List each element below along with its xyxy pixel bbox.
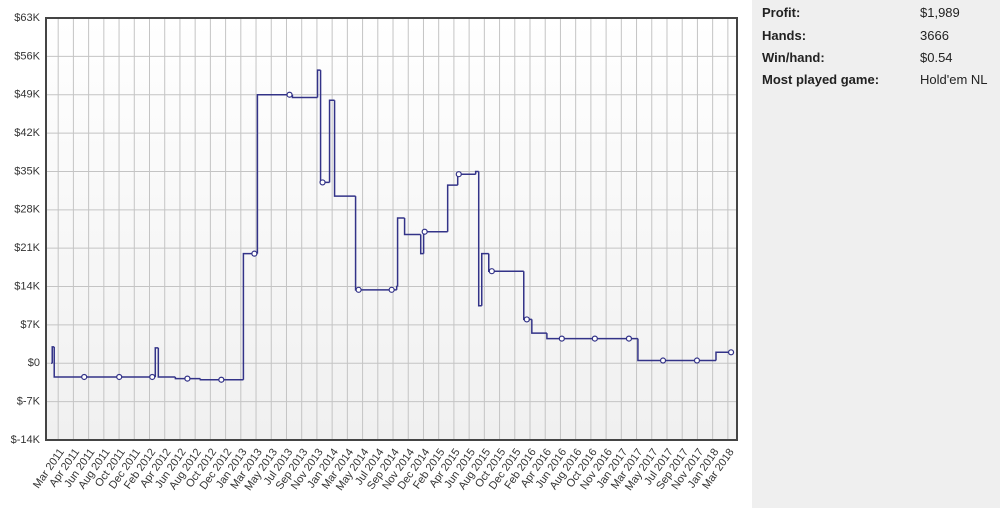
point-marker	[523, 316, 530, 323]
y-tick-label: $-7K	[17, 396, 41, 408]
step-segment	[396, 217, 405, 287]
y-tick-label: $49K	[14, 89, 40, 101]
stat-value: 3666	[920, 28, 949, 43]
step-segment	[477, 171, 482, 307]
point-marker	[727, 349, 735, 356]
point-marker	[455, 171, 462, 178]
point-marker	[558, 335, 565, 342]
stat-label: Hands:	[762, 28, 807, 43]
point-marker	[218, 376, 225, 383]
point-marker	[488, 268, 495, 275]
step-segment	[199, 378, 244, 381]
step-segment	[154, 347, 159, 377]
stat-label: Profit:	[762, 5, 801, 20]
point-marker	[693, 357, 701, 364]
point-marker	[355, 286, 362, 293]
step-segment	[481, 252, 489, 306]
point-marker	[251, 250, 258, 257]
step-segment	[403, 218, 421, 236]
stat-value: Hold'em NL	[920, 72, 988, 87]
point-marker	[81, 373, 88, 381]
y-tick-label: $56K	[14, 50, 40, 62]
step-segment	[316, 69, 321, 98]
point-marker	[591, 335, 598, 342]
y-tick-label: $42K	[14, 127, 40, 139]
stat-label: Win/hand:	[762, 50, 825, 65]
step-segment	[328, 99, 335, 183]
point-marker	[149, 373, 156, 381]
plot-border	[45, 17, 738, 441]
step-segment	[474, 170, 479, 175]
point-marker	[116, 373, 123, 381]
plot-area	[46, 18, 737, 440]
point-marker	[319, 179, 326, 186]
stat-value: $1,989	[920, 5, 960, 20]
y-tick-label: $35K	[14, 165, 40, 177]
y-tick-label: $63K	[14, 12, 40, 24]
point-marker	[625, 335, 633, 342]
stat-row: Profit: $1,989	[762, 5, 992, 25]
step-segment	[51, 346, 55, 364]
step-segment	[333, 100, 356, 197]
y-tick-label: $21K	[14, 242, 40, 254]
point-marker	[286, 91, 293, 98]
step-segment	[531, 319, 547, 334]
step-segment	[256, 93, 293, 254]
step-segment	[637, 338, 716, 362]
stat-row: Most played game: Hold'em NL	[762, 72, 992, 92]
y-tick-label: $14K	[14, 280, 40, 292]
step-segment	[546, 333, 638, 340]
step-segment	[157, 347, 176, 378]
y-tick-label: $7K	[20, 319, 40, 331]
point-marker	[388, 286, 395, 293]
step-segment	[174, 376, 201, 380]
y-tick-label: $0	[28, 357, 40, 369]
stat-label: Most played game:	[762, 72, 880, 87]
point-marker	[421, 228, 428, 235]
step-segment	[715, 351, 732, 361]
step-segment	[446, 184, 458, 232]
point-marker	[184, 375, 191, 382]
chart: $-14K $-7K $0 $7K $14K $21K $28K $35K $42K $49K $5…	[11, 12, 738, 493]
point-marker	[659, 357, 667, 364]
stats-panel: Profit: $1,989 Hands: 3666 Win/hand: $0.54 Mos…	[752, 0, 1000, 508]
stat-value: $0.54	[920, 50, 953, 65]
y-tick-label: $28K	[14, 204, 40, 216]
stat-row: Win/hand: $0.54	[762, 50, 992, 70]
stat-row: Hands: 3666	[762, 28, 992, 48]
step-segment	[419, 234, 424, 255]
y-tick-label: $-14K	[11, 434, 41, 446]
